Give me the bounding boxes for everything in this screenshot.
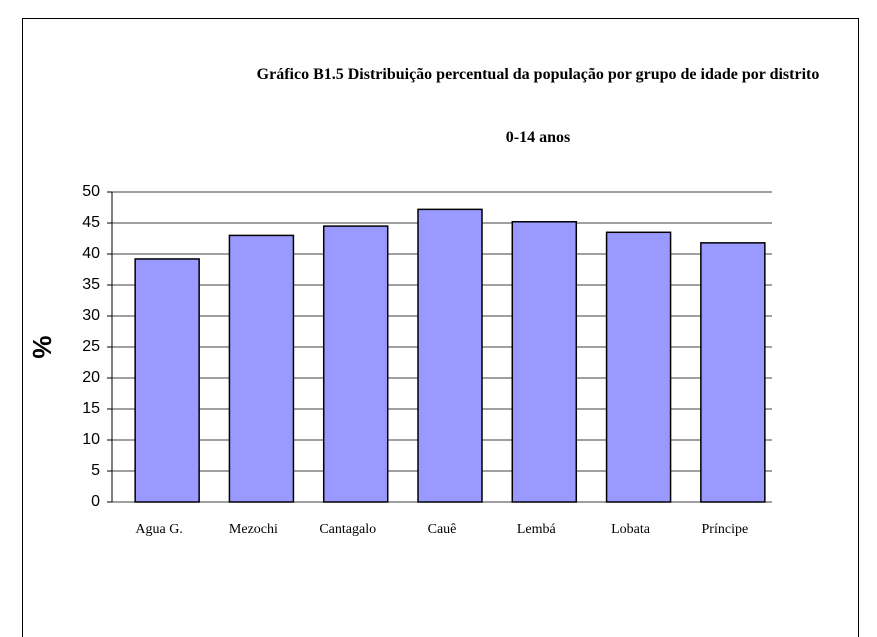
y-tick-label: 15 xyxy=(82,400,100,417)
bar xyxy=(605,231,672,503)
bar xyxy=(322,225,389,503)
bar xyxy=(700,242,766,503)
bar xyxy=(134,258,200,503)
x-tick-label: Cantagalo xyxy=(319,522,376,537)
y-tick-label: 35 xyxy=(82,276,100,293)
y-tick-label: 20 xyxy=(82,369,100,386)
bar xyxy=(228,234,295,503)
y-tick-label: 10 xyxy=(82,431,100,448)
y-axis-label: % xyxy=(27,335,57,358)
x-tick-label: Lobata xyxy=(611,522,651,537)
y-tick-label: 5 xyxy=(91,462,100,479)
x-tick-label: Príncipe xyxy=(702,522,749,537)
x-tick-label: Agua G. xyxy=(135,522,182,537)
bar xyxy=(417,208,483,503)
y-tick-label: 30 xyxy=(82,307,100,324)
y-tick-label: 45 xyxy=(82,214,100,231)
x-tick-label: Mezochi xyxy=(229,522,278,537)
x-tick-label: Cauê xyxy=(428,522,457,537)
y-tick-label: 40 xyxy=(82,245,100,262)
chart-frame xyxy=(22,18,859,637)
y-tick-label: 0 xyxy=(91,493,100,510)
bar xyxy=(511,221,578,503)
chart-title: Gráfico B1.5 Distribuição percentual da … xyxy=(256,66,820,83)
x-tick-label: Lembá xyxy=(517,522,557,537)
chart-subtitle: 0-14 anos xyxy=(505,129,571,146)
y-tick-label: 25 xyxy=(82,338,100,355)
y-tick-label: 50 xyxy=(82,183,100,200)
